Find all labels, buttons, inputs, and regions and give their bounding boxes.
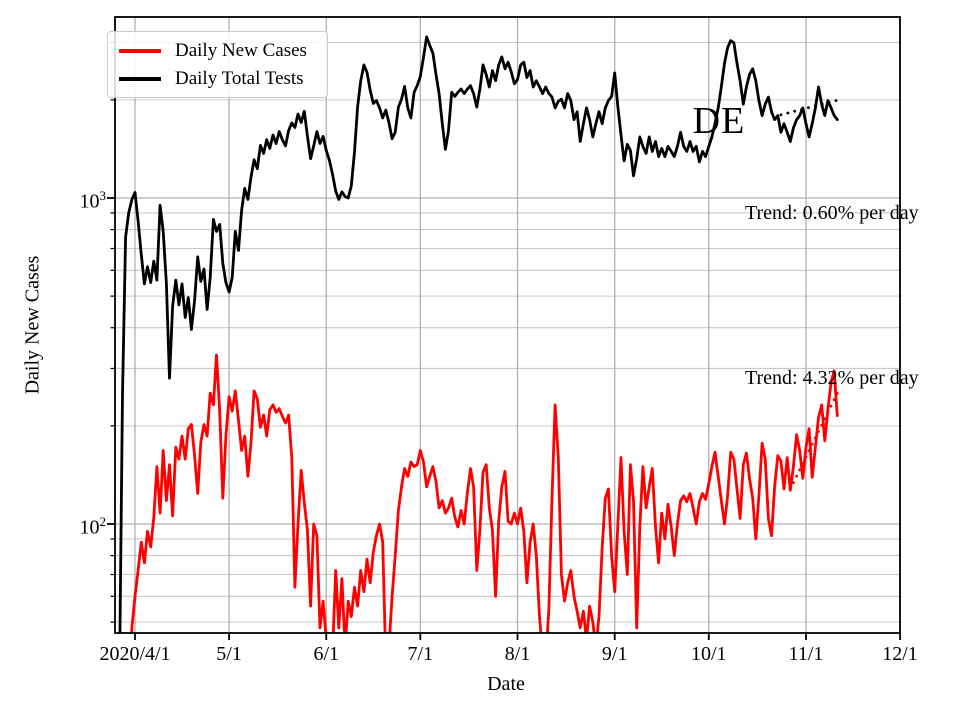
x-tick-label: 6/1 [313, 643, 340, 665]
legend-label-daily-new-cases: Daily New Cases [175, 40, 307, 61]
x-tick-label: 7/1 [407, 643, 434, 665]
y-axis-label: Daily New Cases [21, 255, 44, 395]
series-daily-total-tests [118, 35, 839, 633]
legend-line-sample-black [119, 77, 161, 81]
y-tick-label: 102 [79, 514, 107, 539]
legend-label-daily-total-tests: Daily Total Tests [175, 68, 304, 89]
trend-annotation-cases: Trend: 4.32% per day [745, 367, 919, 389]
plot-border [114, 16, 901, 634]
legend: Daily New Cases Daily Total Tests [107, 31, 328, 98]
legend-item-daily-new-cases: Daily New Cases [119, 37, 327, 65]
x-axis-label: Date [487, 673, 525, 695]
y-tick-label: 103 [79, 188, 107, 213]
x-tick-label: 5/1 [216, 643, 242, 665]
x-tick-label: 9/1 [601, 643, 628, 665]
trendline-daily-total-tests [779, 98, 839, 117]
x-tick-label: 2020/4/1 [99, 643, 171, 665]
country-code-annotation: DE [692, 100, 746, 142]
x-tick-label: 10/1 [690, 643, 727, 665]
x-tick-label: 12/1 [882, 643, 918, 665]
trend-annotation-tests: Trend: 0.60% per day [745, 202, 919, 224]
legend-item-daily-total-tests: Daily Total Tests [119, 65, 327, 93]
legend-line-sample-red [119, 49, 161, 53]
x-tick-label: 11/1 [788, 643, 824, 665]
x-tick-label: 8/1 [504, 643, 531, 665]
series-daily-new-cases [130, 353, 839, 633]
